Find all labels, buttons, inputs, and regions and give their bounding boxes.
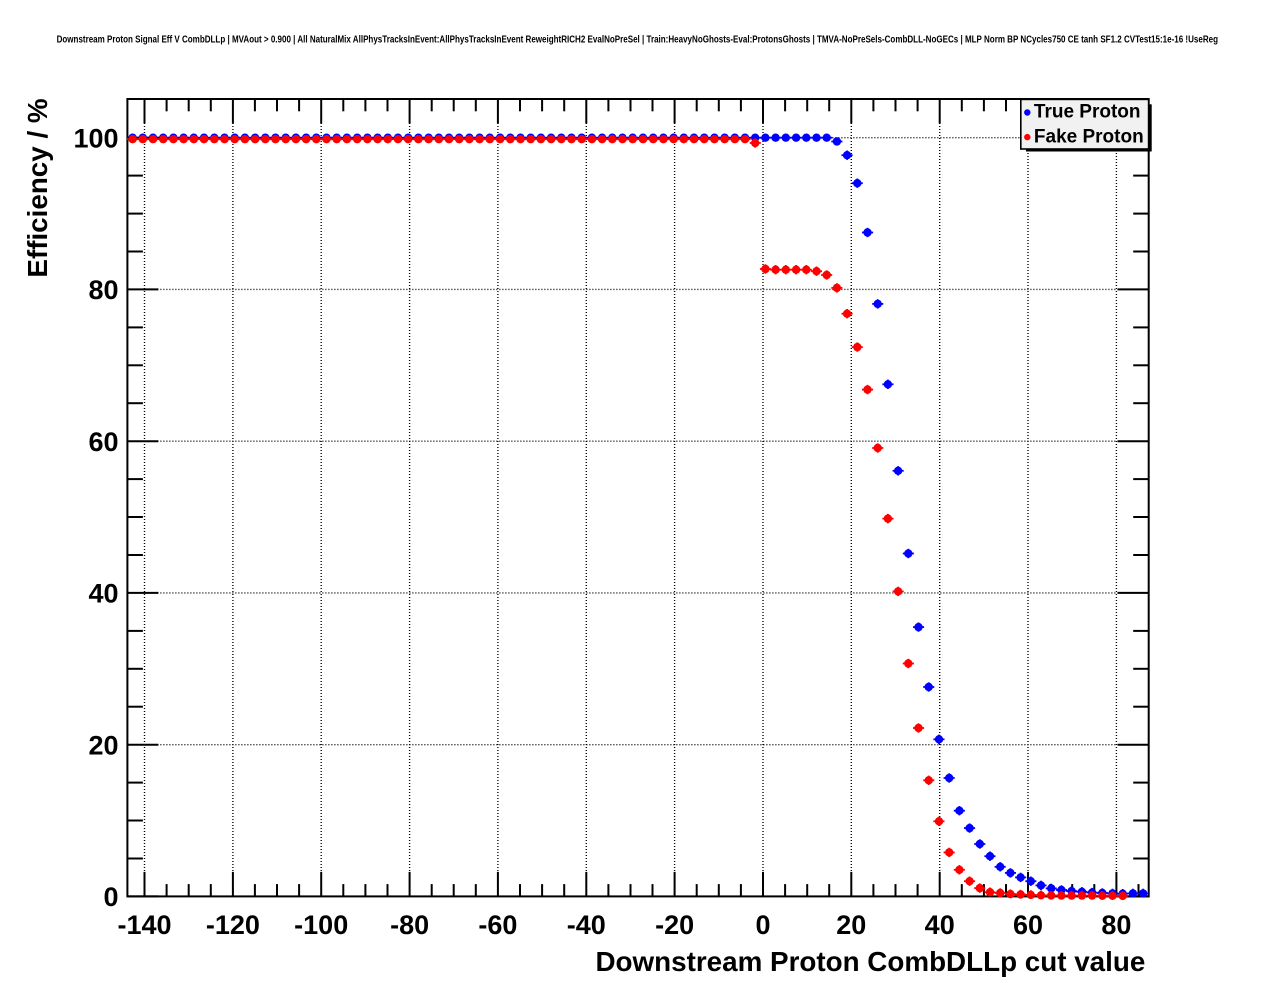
svg-text:-140: -140 [117, 910, 171, 940]
svg-text:-100: -100 [294, 910, 348, 940]
svg-text:0: 0 [103, 882, 118, 912]
svg-text:0: 0 [755, 910, 770, 940]
svg-text:Efficiency / %: Efficiency / % [22, 98, 53, 277]
svg-text:40: 40 [88, 579, 118, 609]
svg-text:40: 40 [925, 910, 955, 940]
svg-text:-20: -20 [655, 910, 694, 940]
svg-text:-40: -40 [567, 910, 606, 940]
svg-text:100: 100 [73, 123, 118, 153]
svg-text:-80: -80 [390, 910, 429, 940]
svg-text:Downstream Proton CombDLLp cut: Downstream Proton CombDLLp cut value [595, 946, 1145, 977]
svg-text:True Proton: True Proton [1034, 102, 1141, 123]
svg-text:60: 60 [1013, 910, 1043, 940]
svg-text:Downstream Proton Signal Eff V: Downstream Proton Signal Eff V CombDLLp … [57, 35, 1218, 46]
svg-text:20: 20 [88, 730, 118, 760]
svg-text:Fake Proton: Fake Proton [1034, 126, 1144, 147]
svg-text:-120: -120 [206, 910, 260, 940]
svg-text:20: 20 [836, 910, 866, 940]
svg-text:80: 80 [1101, 910, 1131, 940]
svg-text:-60: -60 [478, 910, 517, 940]
svg-text:80: 80 [88, 275, 118, 305]
svg-text:60: 60 [88, 427, 118, 457]
